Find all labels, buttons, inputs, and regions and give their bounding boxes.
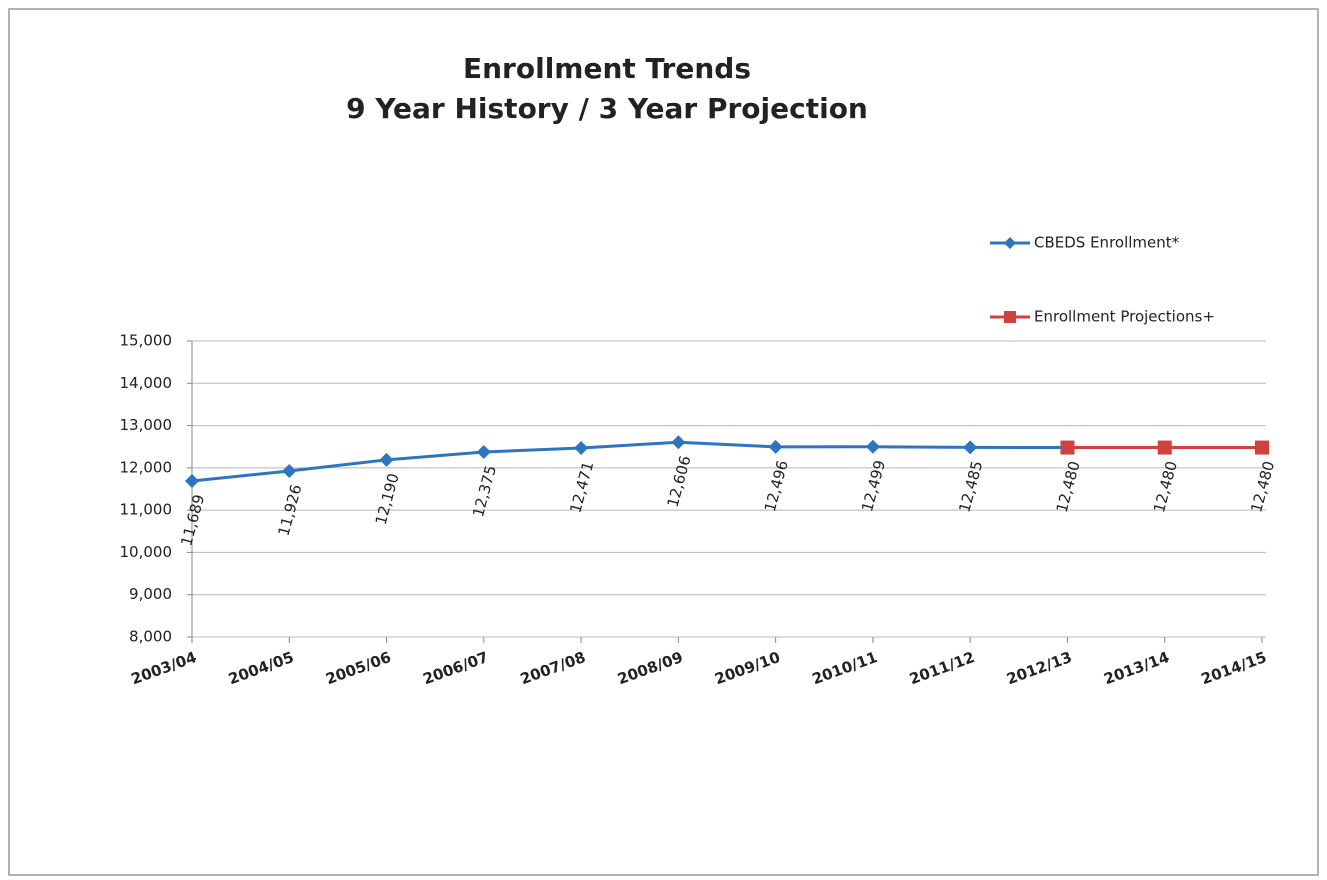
point-marker	[1255, 440, 1269, 455]
y-tick-label: 9,000	[129, 585, 172, 603]
point-marker	[282, 463, 297, 478]
point-marker	[476, 445, 491, 459]
point-marker	[379, 452, 394, 467]
y-tick-label: 10,000	[120, 543, 173, 561]
y-tick-label: 13,000	[120, 416, 173, 434]
point-marker	[768, 439, 783, 454]
y-tick-label: 15,000	[120, 332, 173, 350]
point-marker	[574, 440, 589, 455]
legend-marker	[1004, 237, 1016, 249]
legend-label: CBEDS Enrollment*	[1034, 234, 1180, 252]
point-marker	[1060, 440, 1075, 455]
chart-title: Enrollment Trends	[463, 52, 751, 85]
point-marker	[671, 435, 686, 450]
point-marker	[1157, 440, 1172, 455]
legend-label: Enrollment Projections+	[1034, 308, 1215, 326]
y-tick-label: 11,000	[120, 501, 173, 519]
point-marker	[865, 439, 880, 454]
point-marker	[963, 440, 978, 455]
y-tick-label: 14,000	[120, 374, 173, 392]
legend-marker	[1004, 311, 1016, 323]
series-line	[191, 440, 1068, 483]
y-tick-label: 12,000	[120, 458, 173, 476]
y-tick-label: 8,000	[129, 628, 172, 646]
point-marker	[185, 474, 199, 489]
chart-subtitle: 9 Year History / 3 Year Projection	[346, 92, 868, 125]
